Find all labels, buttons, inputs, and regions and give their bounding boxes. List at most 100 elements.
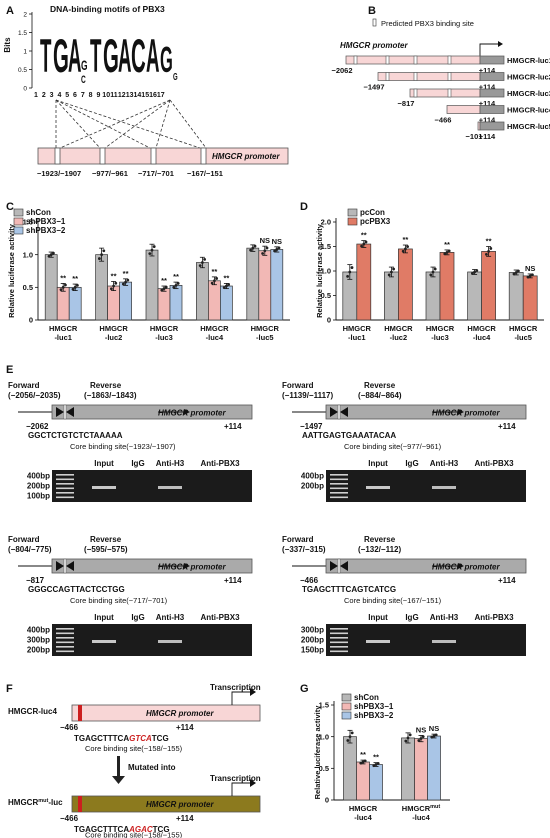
a-xtick-label: 2 [42,92,46,99]
chip-end: +114 [224,576,242,585]
a-ytick-label: 1.5 [18,30,27,37]
construct-luc-tail [479,88,505,98]
gel-ladder-band [330,637,348,639]
significance-label: ** [361,231,367,240]
a-xtick-label: 5 [65,92,69,99]
chip-promoter-label: HMGCR promoter [432,563,500,572]
reverse-pos: (−132/−112) [358,545,401,554]
legend-label: shCon [26,208,51,217]
bar [356,761,370,801]
chip-start: −1497 [300,422,323,431]
data-point [404,739,408,743]
chip-subpanel: Forward(−2056/−2035) Reverse(−1863/−1843)… [8,381,253,502]
f-wt-name: HMGCR-luc4 [8,707,57,716]
gel-ladder-band [56,487,74,490]
data-point [421,735,425,739]
chart-ytick-label: 1.5 [319,701,329,710]
bar [56,286,70,321]
data-point [201,261,204,264]
data-point [430,735,434,739]
significance-label: ** [123,269,129,278]
data-point [512,272,516,276]
reverse-label: Reverse [364,535,396,544]
reverse-primer-icon [66,561,74,571]
forward-pos: (−337/−315) [282,545,326,554]
forward-label: Forward [282,381,314,390]
category-label: HMGCR [509,324,538,333]
bar [522,275,538,321]
data-point [419,737,423,740]
gel-band-input [92,640,116,643]
forward-label: Forward [8,381,40,390]
data-point [361,760,365,764]
f-mut-site [78,796,82,812]
f-mut-bar [71,795,261,813]
f-wt-seq-post: TCG [152,734,169,743]
panel-b: B Predicted PBX3 binding site HMGCR prom… [331,5,550,141]
category-label: -luc3 [155,333,173,342]
chip-core-site: Core binding site(−977/−961) [344,442,442,451]
construct-luc-tail [479,121,505,131]
construct-end: +114 [479,99,496,108]
a-xtick-label: 1 [34,92,38,99]
chip-sequence: GGGCCAGTTACTCCTGG [28,585,125,594]
chart-ytick-label: 0 [325,796,329,805]
a-xtick-label: 8 [89,92,93,99]
data-point [164,285,168,289]
construct-name: HMGCR-luc4 [507,106,550,115]
gel-ladder-band [330,492,348,494]
construct-start: −466 [435,116,452,125]
data-point [98,257,101,260]
chart-ylabel: Relative luciferase activity [315,223,324,318]
data-point [64,283,67,287]
chip-promoter-label: HMGCR promoter [158,409,226,418]
site-label-2: −977/−961 [92,169,128,178]
data-point [110,287,113,291]
f-mut-seq-post: TCG [153,825,170,834]
chip-direction-arrow [458,409,464,415]
panel-a-xticks: 1 2 3 4 5 6 7 8 9 10 11 12 13 14 15 16 17 [34,92,165,99]
forward-label: Forward [8,535,40,544]
f-mut-start: −466 [60,814,79,823]
construct-start: −1497 [363,83,384,92]
data-point [210,281,214,285]
construct-start: −817 [398,99,415,108]
logo-a3: A [146,29,160,83]
logo-g2: G [81,59,88,74]
data-point [148,252,152,256]
bar [44,254,58,321]
category-label: -luc2 [105,333,123,342]
a-xtick-label: 14 [134,92,142,99]
bar [508,272,524,321]
gel-ladder-band [330,487,348,490]
data-point [348,270,352,274]
category-label: HMGCR [150,324,179,333]
forward-primer-icon [330,407,338,417]
gel-lane-label: Anti-H3 [156,459,185,468]
chart-ylabel: Relative luciferase activity [313,705,322,800]
data-point [363,759,367,763]
bar [196,262,209,321]
significance-label: NS [429,724,439,733]
gel-image [52,624,252,656]
gel-ladder-label: 200bp [301,636,324,645]
forward-primer-icon [56,561,64,571]
panel-f: F HMGCR-luc4 HMGCR promoter Transcriptio… [6,683,261,838]
gel-ladder-band [330,496,348,499]
a-xtick-label: 15 [141,92,149,99]
bar [384,271,399,321]
construct-end: +114 [479,66,496,75]
legend-label: pcPBX3 [360,217,391,226]
construct-name: HMGCR-luc1 [507,56,550,65]
f-mut-name: HMGCRmut-luc [8,798,63,807]
construct-site [413,55,418,65]
panel-a-promoter-label: HMGCR promoter [212,152,280,161]
f-wt-bar [71,704,261,722]
logo-g4: G [160,40,173,80]
chart-ytick-label: 2.0 [321,218,331,227]
significance-label: ** [111,271,117,280]
gel-ladder-label: 300bp [27,636,50,645]
